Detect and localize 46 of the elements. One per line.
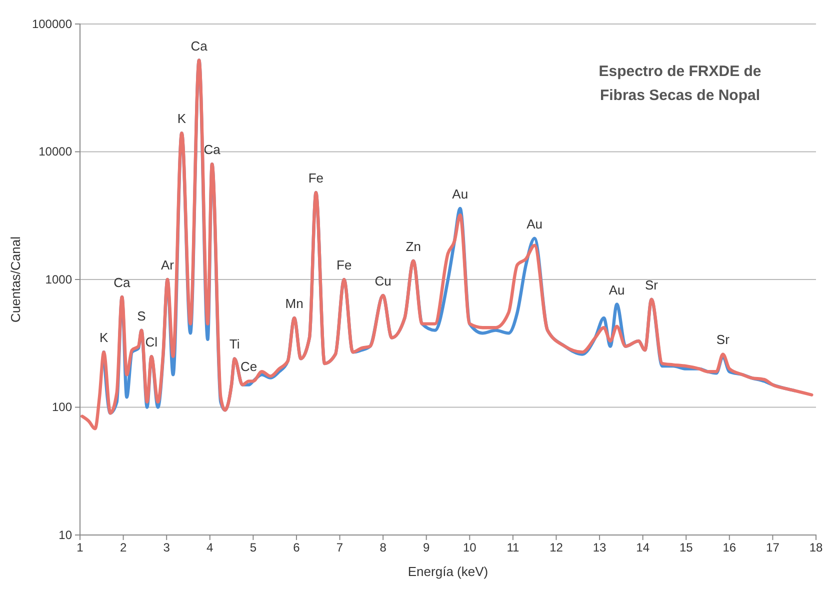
annotation: Cu xyxy=(374,273,392,288)
annotation: Ti xyxy=(229,336,240,352)
x-tick-label: 7 xyxy=(336,540,344,555)
annotation: Fe xyxy=(336,258,352,272)
x-tick-label: 12 xyxy=(550,540,564,555)
x-tick-label: 18 xyxy=(809,540,823,555)
x-tick-label: 11 xyxy=(506,540,520,555)
x-tick-label: 15 xyxy=(679,540,694,555)
annotation: Au xyxy=(526,216,543,232)
x-tick-label: 9 xyxy=(423,540,430,555)
annotation: Ce xyxy=(240,359,258,374)
annotation: Sr xyxy=(644,277,659,292)
x-tick-label: 14 xyxy=(636,540,650,555)
y-tick-label: 10000 xyxy=(38,144,72,159)
annotation: Ca xyxy=(204,142,222,158)
annotation: Mn xyxy=(285,296,304,311)
annotation: Ca xyxy=(190,38,208,54)
y-tick-label: 100 xyxy=(52,400,72,414)
x-tick-label: 16 xyxy=(722,540,736,555)
annotation: Zn xyxy=(406,238,421,254)
x-tick-label: 2 xyxy=(120,540,127,555)
y-tick-label: 1000 xyxy=(45,272,72,286)
x-tick-label: 1 xyxy=(76,540,84,555)
annotation: Cl xyxy=(145,334,158,350)
annotation: K xyxy=(177,111,186,126)
x-tick-label: 10 xyxy=(462,540,477,555)
y-tick-label: 10 xyxy=(58,528,72,542)
annotation: Sr xyxy=(716,332,730,348)
annotation: S xyxy=(137,308,146,324)
annotation: Ar xyxy=(160,258,175,272)
x-tick-label: 3 xyxy=(163,540,170,555)
text: Espectro de FRXDE de Fibras Secas de Nopal xyxy=(598,63,762,104)
x-tick-label: 5 xyxy=(250,540,257,555)
x-tick-label: 17 xyxy=(766,540,780,555)
annotation: Au xyxy=(608,282,625,298)
annotation: K xyxy=(99,330,108,346)
annotation: Fe xyxy=(308,170,324,186)
annotation: Au xyxy=(452,186,468,202)
x-tick-label: 4 xyxy=(206,540,214,555)
x-axis-title: Energía (keV) xyxy=(408,564,488,579)
x-tick-label: 6 xyxy=(293,540,300,555)
y-tick-label: 100000 xyxy=(32,16,72,31)
x-tick-label: 13 xyxy=(592,540,607,555)
annotation: Ca xyxy=(114,274,132,290)
y-axis-title: Cuentas/Canal xyxy=(8,236,23,322)
x-tick-label: 8 xyxy=(380,540,387,555)
